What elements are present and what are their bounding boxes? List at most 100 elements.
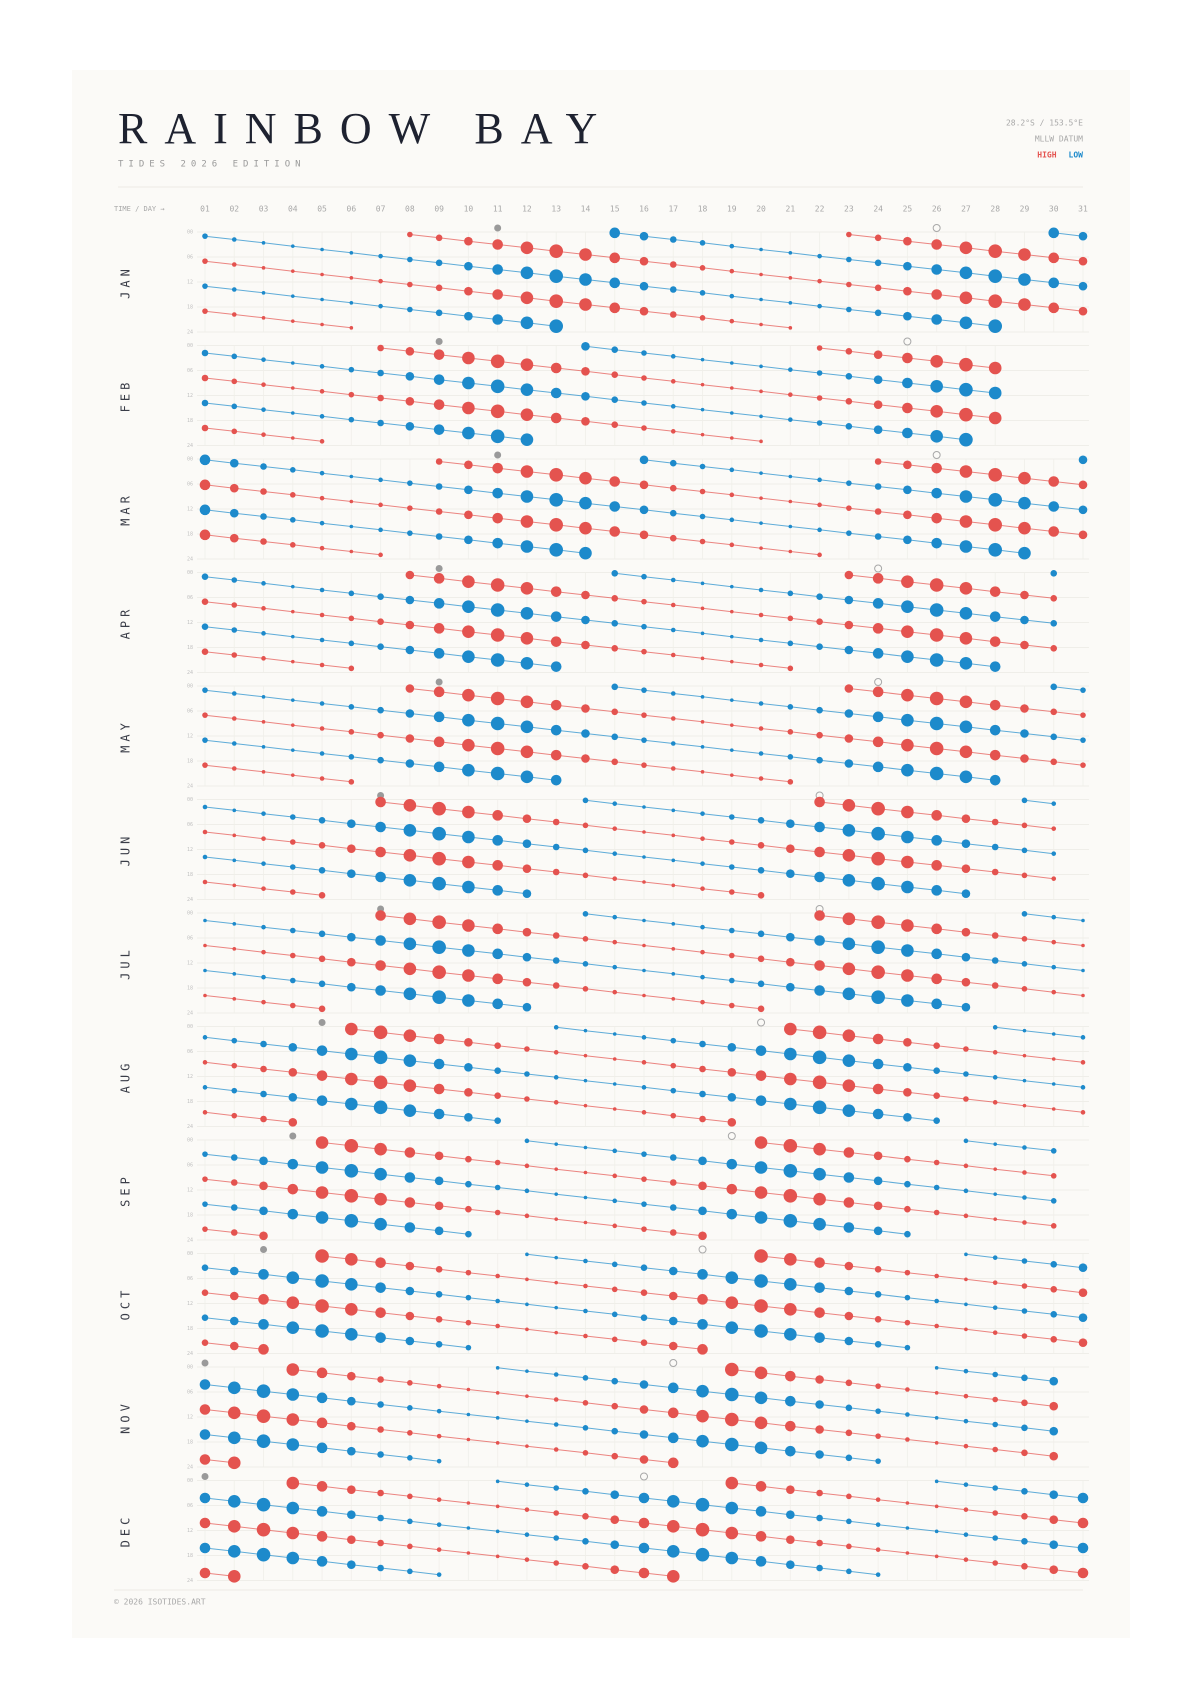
tide-dot bbox=[609, 252, 621, 264]
tide-dot bbox=[846, 281, 852, 288]
tide-dot bbox=[611, 396, 619, 403]
tide-dot bbox=[582, 1563, 589, 1570]
tide-dot bbox=[697, 1294, 708, 1305]
tide-dot bbox=[375, 935, 386, 946]
tide-dot bbox=[407, 281, 413, 288]
tide-dot bbox=[1022, 1103, 1027, 1108]
tide-dot bbox=[229, 1341, 239, 1351]
tide-dot bbox=[758, 612, 764, 618]
tide-dot bbox=[490, 354, 505, 369]
tide-dot bbox=[583, 1053, 588, 1058]
tide-dot bbox=[788, 276, 793, 280]
tide-dot bbox=[666, 1545, 680, 1558]
tide-dot bbox=[260, 513, 267, 520]
tide-dot bbox=[319, 439, 325, 444]
tide-dot bbox=[520, 720, 534, 734]
tide-dot bbox=[992, 1446, 998, 1453]
tide-dot bbox=[291, 773, 295, 777]
tide-dot bbox=[700, 656, 705, 661]
tide-dot bbox=[435, 458, 443, 465]
tide-dot bbox=[583, 1220, 588, 1225]
tide-dot bbox=[641, 1176, 647, 1182]
tide-dot bbox=[494, 1209, 501, 1216]
tide-dot bbox=[784, 1303, 797, 1316]
tide-dot bbox=[494, 1042, 501, 1049]
tide-dot bbox=[432, 801, 446, 816]
tide-dot bbox=[903, 261, 912, 271]
tide-dot bbox=[961, 889, 971, 898]
tide-dot bbox=[754, 1366, 768, 1380]
tide-dot bbox=[788, 417, 793, 422]
tide-dot bbox=[842, 799, 856, 812]
y-tick-label: 00 bbox=[187, 457, 193, 463]
tide-dot bbox=[904, 1294, 911, 1301]
tide-dot bbox=[291, 436, 295, 440]
tide-dot bbox=[583, 1195, 588, 1200]
tide-dot bbox=[1022, 1053, 1027, 1058]
tide-dot bbox=[670, 627, 676, 633]
tide-dot bbox=[231, 287, 237, 292]
y-tick-label: 00 bbox=[187, 1024, 193, 1030]
tide-dot bbox=[670, 741, 676, 746]
tide-dot bbox=[494, 1184, 501, 1191]
tide-dot bbox=[1021, 986, 1028, 992]
tide-dot bbox=[992, 1421, 998, 1428]
tide-dot bbox=[1080, 712, 1086, 718]
tide-dot bbox=[319, 495, 325, 501]
tide-dot bbox=[812, 1025, 827, 1040]
tide-dot bbox=[700, 720, 705, 724]
tide-dot bbox=[462, 763, 475, 777]
tide-dot bbox=[349, 326, 354, 330]
month-label: MAY bbox=[119, 719, 133, 753]
tide-dot bbox=[755, 1506, 767, 1517]
tide-dot bbox=[959, 241, 973, 255]
tide-dot bbox=[612, 801, 618, 806]
tide-dot bbox=[929, 603, 944, 617]
tide-dot bbox=[989, 699, 1001, 711]
full-moon bbox=[698, 1245, 707, 1254]
tide-dot bbox=[842, 937, 856, 951]
tide-dot bbox=[992, 1100, 998, 1105]
tide-dot bbox=[700, 924, 705, 930]
tide-dot bbox=[611, 758, 619, 766]
tide-dot bbox=[610, 1490, 620, 1499]
tide-dot bbox=[874, 234, 882, 242]
tide-dot bbox=[963, 1393, 969, 1399]
tide-dot bbox=[901, 805, 914, 819]
tide-dot bbox=[231, 1062, 238, 1069]
tide-dot bbox=[490, 379, 505, 394]
tide-dot bbox=[232, 833, 237, 838]
tide-dot bbox=[464, 236, 473, 246]
tide-dot bbox=[639, 256, 649, 266]
tide-dot bbox=[1049, 1376, 1059, 1386]
tide-dot bbox=[814, 910, 825, 921]
tide-dot bbox=[520, 241, 534, 255]
tide-dot bbox=[495, 1273, 500, 1279]
tide-dot bbox=[934, 1529, 939, 1534]
tide-dot bbox=[993, 1217, 997, 1221]
tide-dot bbox=[725, 1296, 739, 1309]
tide-dot bbox=[524, 1046, 530, 1052]
tide-dot bbox=[375, 1307, 386, 1318]
tide-dot bbox=[903, 1063, 912, 1072]
tide-dot bbox=[291, 294, 295, 298]
tide-dot bbox=[725, 1321, 739, 1334]
x-tick-label: 26 bbox=[932, 205, 942, 214]
tide-dot bbox=[814, 1257, 825, 1268]
tide-dot bbox=[465, 1294, 472, 1301]
tide-dot bbox=[582, 1425, 589, 1431]
tide-dot bbox=[931, 264, 942, 275]
tide-dot bbox=[727, 1093, 737, 1102]
tide-dot bbox=[256, 1384, 271, 1398]
tide-dot bbox=[520, 607, 534, 620]
tide-dot bbox=[261, 770, 266, 774]
tide-dot bbox=[669, 261, 677, 268]
tide-dot bbox=[903, 460, 912, 470]
tide-dot bbox=[671, 883, 676, 888]
tide-dot bbox=[844, 570, 854, 580]
tide-dot bbox=[1021, 1563, 1028, 1570]
tide-dot bbox=[495, 1479, 500, 1484]
tide-dot bbox=[320, 272, 324, 277]
tide-dot bbox=[816, 756, 823, 764]
tide-dot bbox=[934, 1323, 939, 1329]
